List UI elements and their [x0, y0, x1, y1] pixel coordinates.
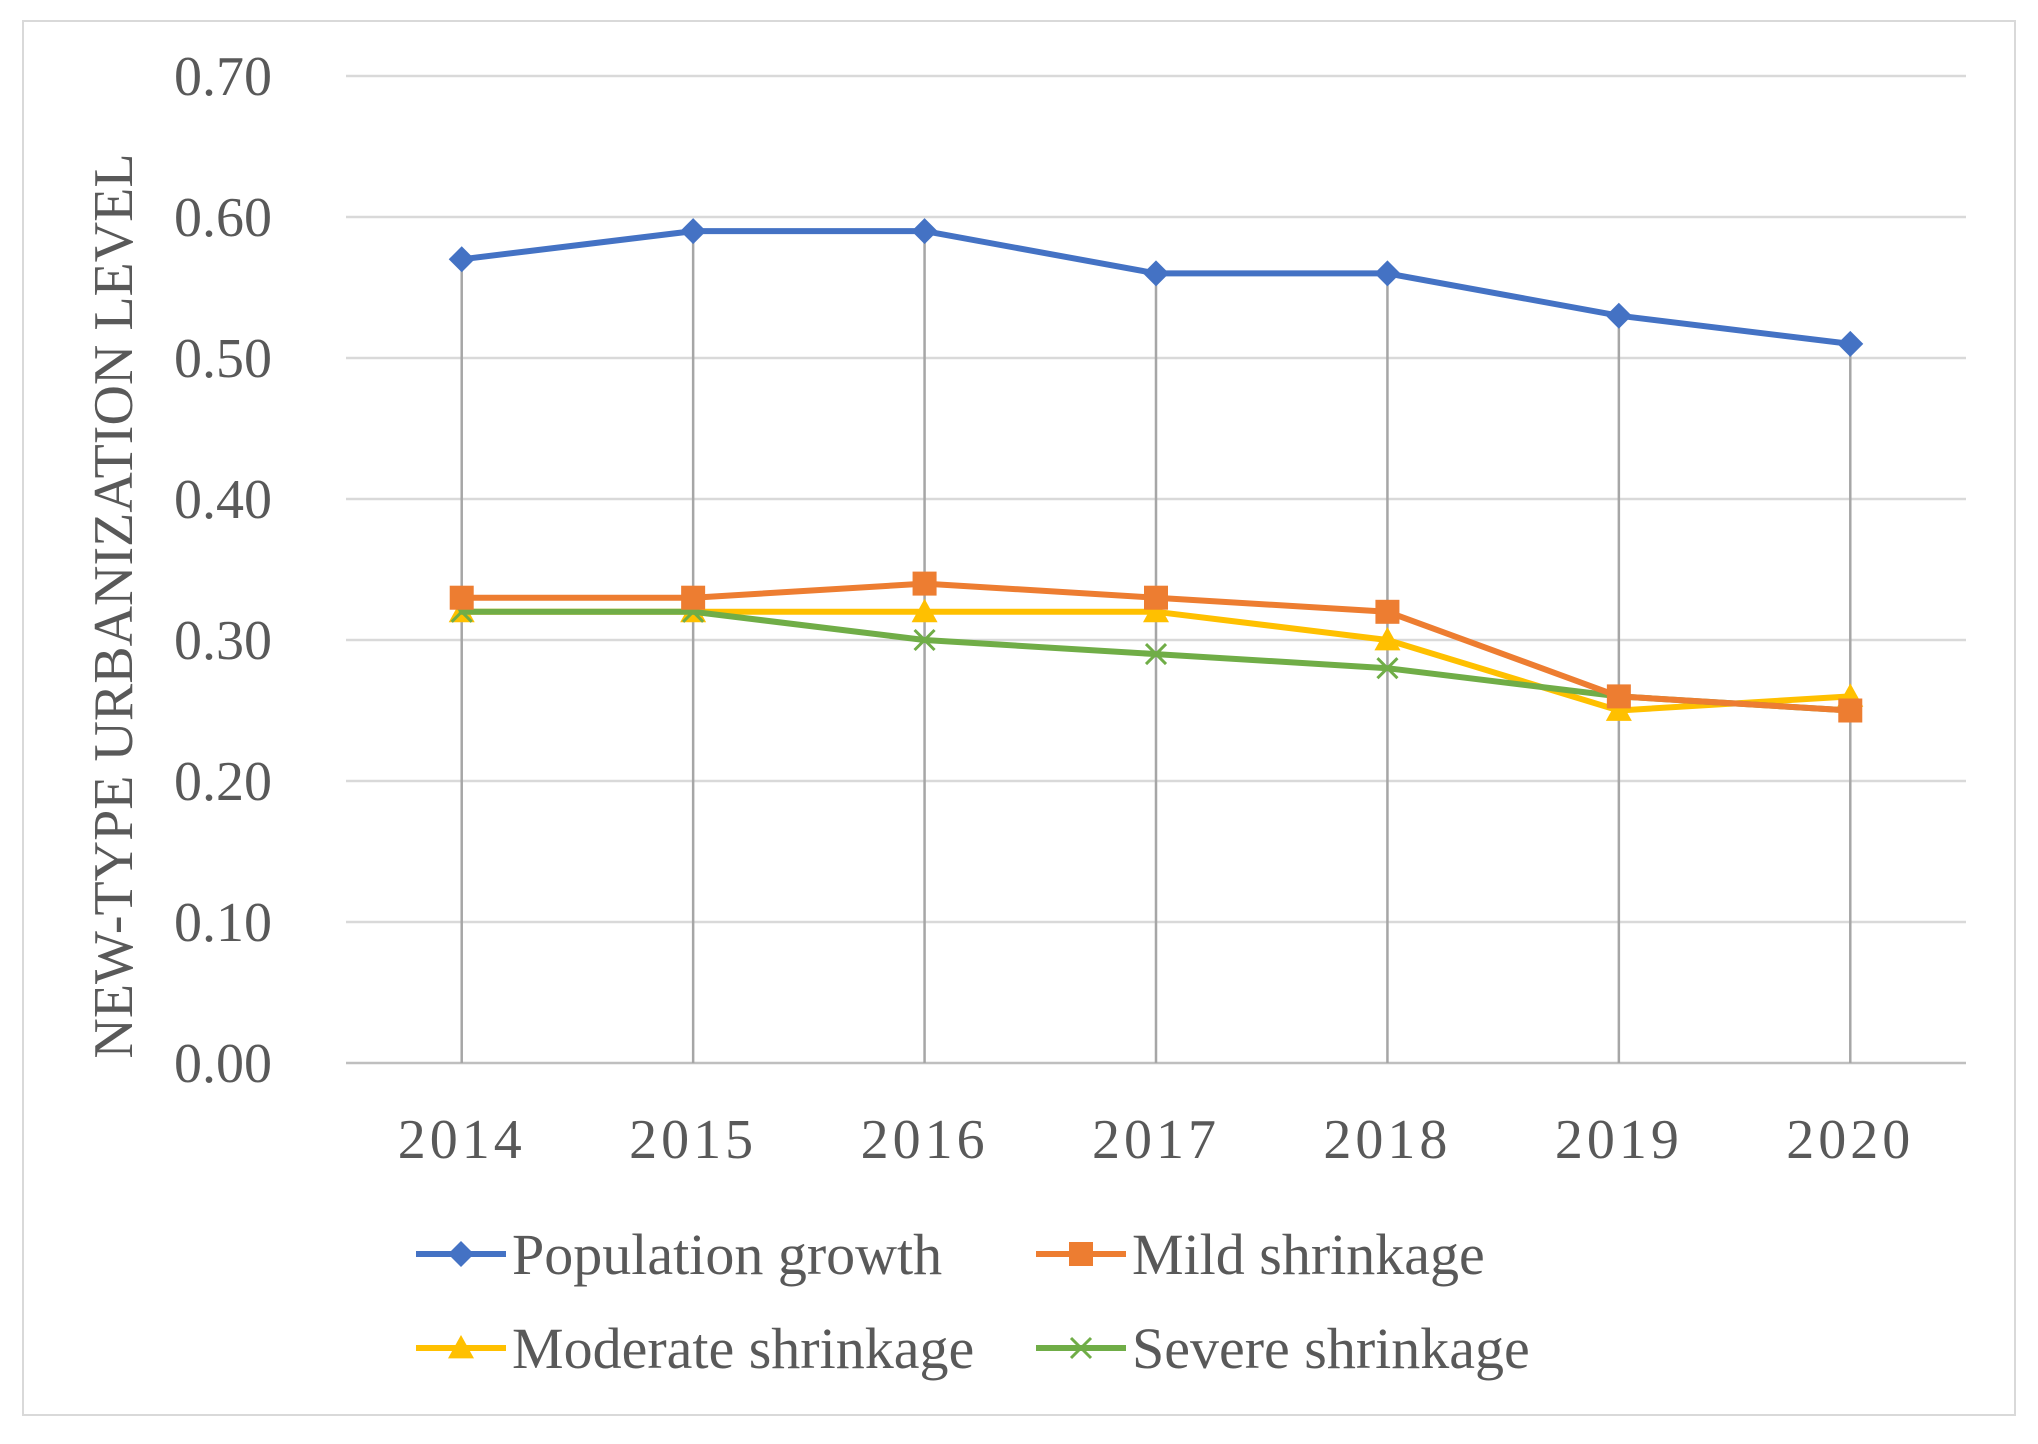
legend: Population growth Mild shrinkage Moderate …: [416, 1222, 1530, 1381]
square-marker: [1606, 684, 1631, 709]
y-axis-ticks: 0.00 0.10 0.20 0.30 0.40 0.50 0.60 0.70: [174, 46, 272, 1095]
triangle-marker: [1374, 627, 1401, 651]
square-marker: [1144, 585, 1168, 610]
x-tick-label: 2019: [1555, 1109, 1683, 1171]
legend-label: Moderate shrinkage: [512, 1316, 974, 1381]
triangle-marker: [1605, 697, 1632, 721]
square-marker: [1375, 599, 1400, 624]
diamond-marker: [448, 246, 475, 273]
legend-item: Mild shrinkage: [1036, 1222, 1485, 1287]
square-marker: [1069, 1242, 1093, 1266]
diamond-marker: [1374, 260, 1401, 287]
triangle-marker: [1143, 598, 1169, 623]
square-marker: [1838, 698, 1863, 723]
y-tick-label: 0.00: [174, 1033, 272, 1095]
chart-frame: [22, 20, 2016, 1416]
x-marker: [913, 628, 936, 652]
y-tick-label: 0.40: [174, 469, 272, 531]
x-marker-stroke: [1069, 1336, 1093, 1360]
x-marker-stroke: [1376, 657, 1399, 680]
x-tick-label: 2014: [398, 1109, 526, 1171]
drop-lines: [460, 231, 1852, 1063]
square-marker: [449, 585, 474, 610]
x-marker-stroke: [1144, 643, 1168, 666]
x-marker-stroke: [913, 628, 936, 652]
x-axis-ticks: 2014 2015 2016 2017 2018 2019 2020: [398, 1109, 1914, 1171]
diamond-marker: [448, 1241, 474, 1267]
legend-item: Severe shrinkage: [1036, 1316, 1530, 1381]
x-tick-label: 2017: [1092, 1109, 1220, 1171]
series-mild-shrinkage: [449, 571, 1863, 723]
square-marker: [681, 585, 706, 610]
y-tick-label: 0.30: [174, 610, 272, 672]
legend-item: Population growth: [416, 1222, 942, 1287]
diamond-marker: [1605, 302, 1632, 329]
y-tick-label: 0.50: [174, 328, 272, 390]
diamond-marker: [680, 218, 707, 245]
x-marker: [1144, 643, 1168, 666]
legend-label: Population growth: [512, 1222, 942, 1287]
x-tick-label: 2016: [861, 1109, 989, 1171]
y-tick-label: 0.60: [174, 187, 272, 249]
series-population-growth: [448, 218, 1864, 357]
x-tick-label: 2018: [1323, 1109, 1451, 1171]
x-tick-label: 2020: [1786, 1109, 1914, 1171]
triangle-marker: [448, 1335, 474, 1359]
legend-item: Moderate shrinkage: [416, 1316, 974, 1381]
square-marker: [912, 571, 937, 596]
y-tick-label: 0.20: [174, 751, 272, 813]
x-tick-label: 2015: [629, 1109, 757, 1171]
y-axis-title: NEW-TYPE URBANIZATION LEVEL: [83, 153, 145, 1058]
x-marker: [1069, 1336, 1093, 1360]
series: [448, 218, 1864, 723]
y-tick-label: 0.70: [174, 46, 272, 108]
y-tick-label: 0.10: [174, 892, 272, 954]
triangle-marker: [911, 598, 938, 623]
diamond-marker: [911, 218, 938, 245]
legend-label: Severe shrinkage: [1132, 1316, 1530, 1381]
diamond-marker: [1837, 330, 1864, 357]
diamond-marker: [1143, 260, 1169, 287]
x-marker: [1376, 657, 1399, 680]
legend-label: Mild shrinkage: [1132, 1222, 1485, 1287]
